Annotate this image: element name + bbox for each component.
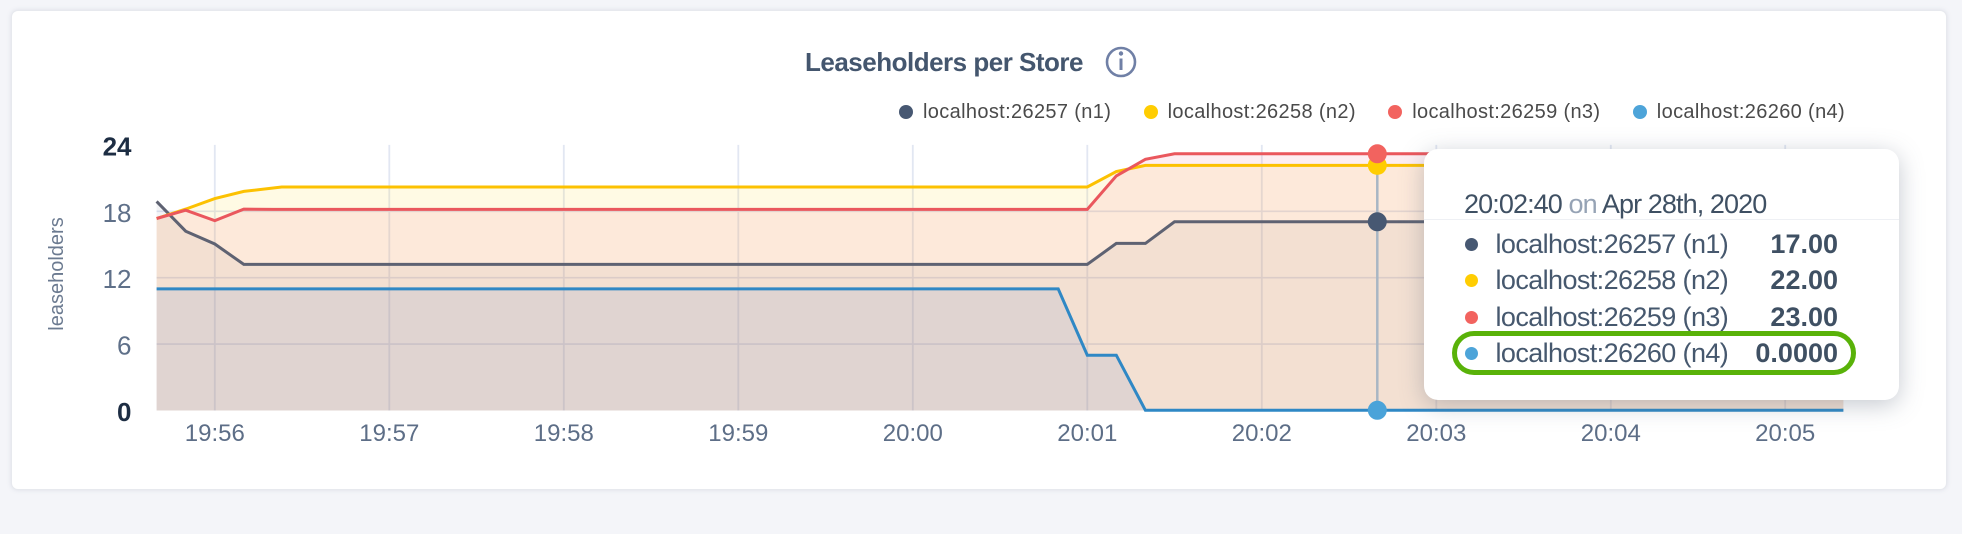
svg-text:20:02: 20:02 [1232,420,1292,447]
svg-text:20:05: 20:05 [1755,420,1815,447]
svg-text:0: 0 [117,397,131,427]
svg-text:24: 24 [103,131,132,161]
svg-text:12: 12 [103,264,132,294]
svg-text:19:58: 19:58 [534,420,594,447]
svg-text:20:03: 20:03 [1406,420,1466,447]
svg-text:19:59: 19:59 [708,420,768,447]
svg-text:19:56: 19:56 [185,420,245,447]
svg-text:19:57: 19:57 [359,420,419,447]
svg-text:20:04: 20:04 [1581,420,1641,447]
svg-text:6: 6 [117,331,131,361]
svg-text:20:00: 20:00 [883,420,943,447]
svg-text:20:01: 20:01 [1057,420,1117,447]
svg-text:leaseholders: leaseholders [46,217,68,330]
svg-text:18: 18 [103,198,132,228]
